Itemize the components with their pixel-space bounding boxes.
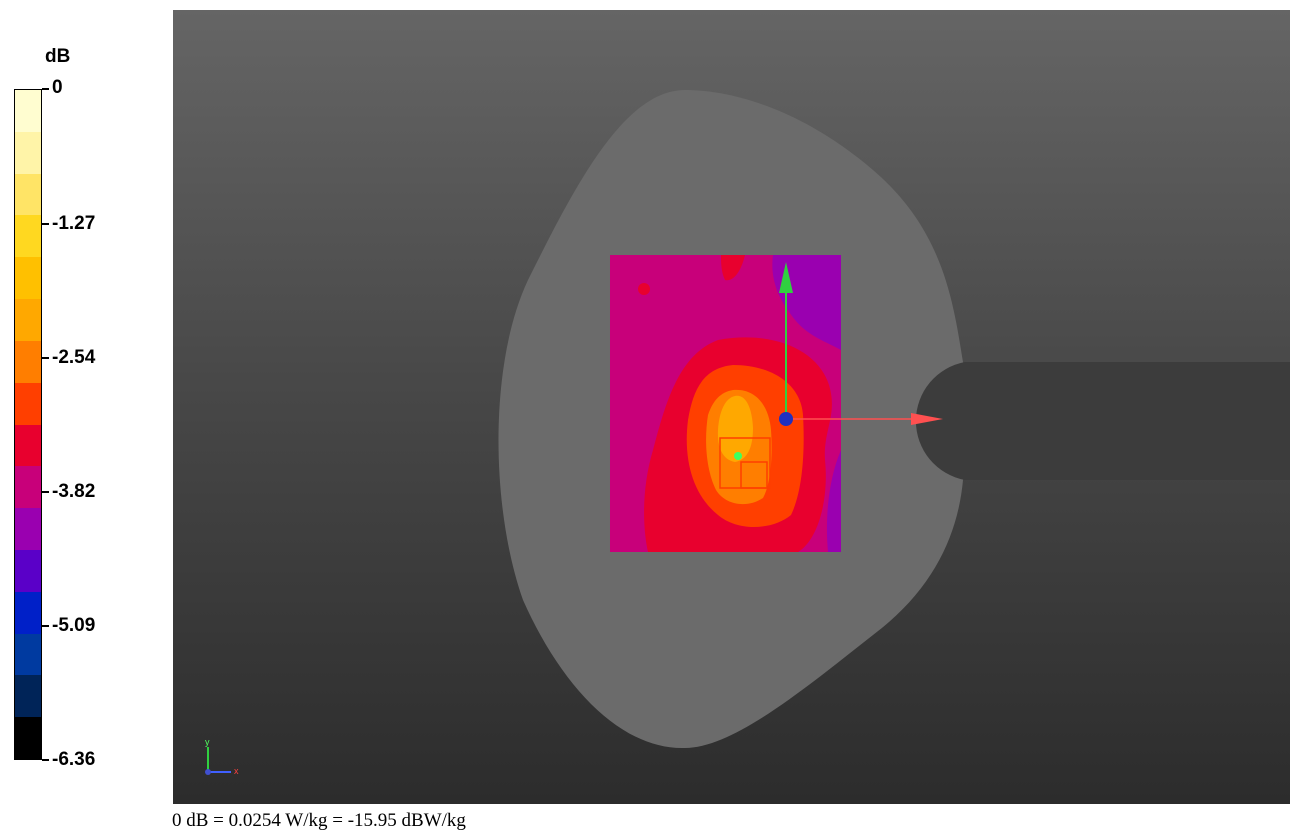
phantom-ear-notch — [915, 362, 1290, 480]
legend-label-4: -5.09 — [52, 615, 96, 636]
legend-tick-5 — [42, 759, 49, 761]
probe-y-arrowhead[interactable] — [779, 262, 793, 293]
zoom-scan-cube-inner — [740, 461, 768, 489]
legend-label-1: -1.27 — [52, 213, 96, 234]
legend-swatch — [15, 340, 41, 383]
triad-y-label: y — [205, 737, 210, 747]
sar-scan-map — [610, 255, 841, 552]
scan-contour-peak — [717, 395, 753, 462]
legend-swatch — [15, 424, 41, 467]
legend-tick-3 — [42, 491, 49, 493]
color-legend-bar — [14, 89, 42, 760]
sar-reference-caption: 0 dB = 0.0254 W/kg = -15.95 dBW/kg — [172, 810, 466, 831]
triad-x-label: x — [234, 766, 239, 776]
scan-top-streak — [721, 255, 745, 281]
sar-peak-hotspot — [734, 452, 742, 460]
legend-label-0: 0 — [52, 77, 63, 98]
3d-viewport[interactable]: y x — [173, 10, 1290, 804]
probe-center-sphere[interactable] — [779, 412, 793, 426]
viewport-scene[interactable]: y x — [173, 10, 1290, 804]
legend-swatch — [15, 717, 41, 759]
legend-unit: dB — [45, 46, 71, 67]
legend-swatch — [15, 299, 41, 341]
legend-tick-1 — [42, 223, 49, 225]
legend-swatch — [15, 131, 41, 174]
legend-label-3: -3.82 — [52, 481, 96, 502]
legend-swatch — [15, 508, 41, 550]
legend-swatch — [15, 633, 41, 676]
legend-swatch — [15, 257, 41, 300]
legend-swatch — [15, 591, 41, 634]
scan-spot — [638, 283, 650, 295]
legend-label-5: -6.36 — [52, 749, 96, 770]
scan-low-field-region-right — [826, 450, 841, 552]
triad-origin — [205, 769, 211, 775]
probe-x-arrowhead[interactable] — [911, 413, 943, 425]
legend-tick-2 — [42, 357, 49, 359]
legend-swatch — [15, 382, 41, 425]
legend-tick-4 — [42, 625, 49, 627]
legend-swatch — [15, 549, 41, 592]
legend-tick-0 — [42, 88, 49, 90]
legend-swatch — [15, 215, 41, 258]
axis-triad: y x — [205, 737, 239, 776]
legend-label-2: -2.54 — [52, 347, 96, 368]
legend-swatch — [15, 675, 41, 718]
legend-swatch — [15, 173, 41, 216]
legend-swatch — [15, 466, 41, 509]
legend-swatch — [15, 90, 41, 132]
